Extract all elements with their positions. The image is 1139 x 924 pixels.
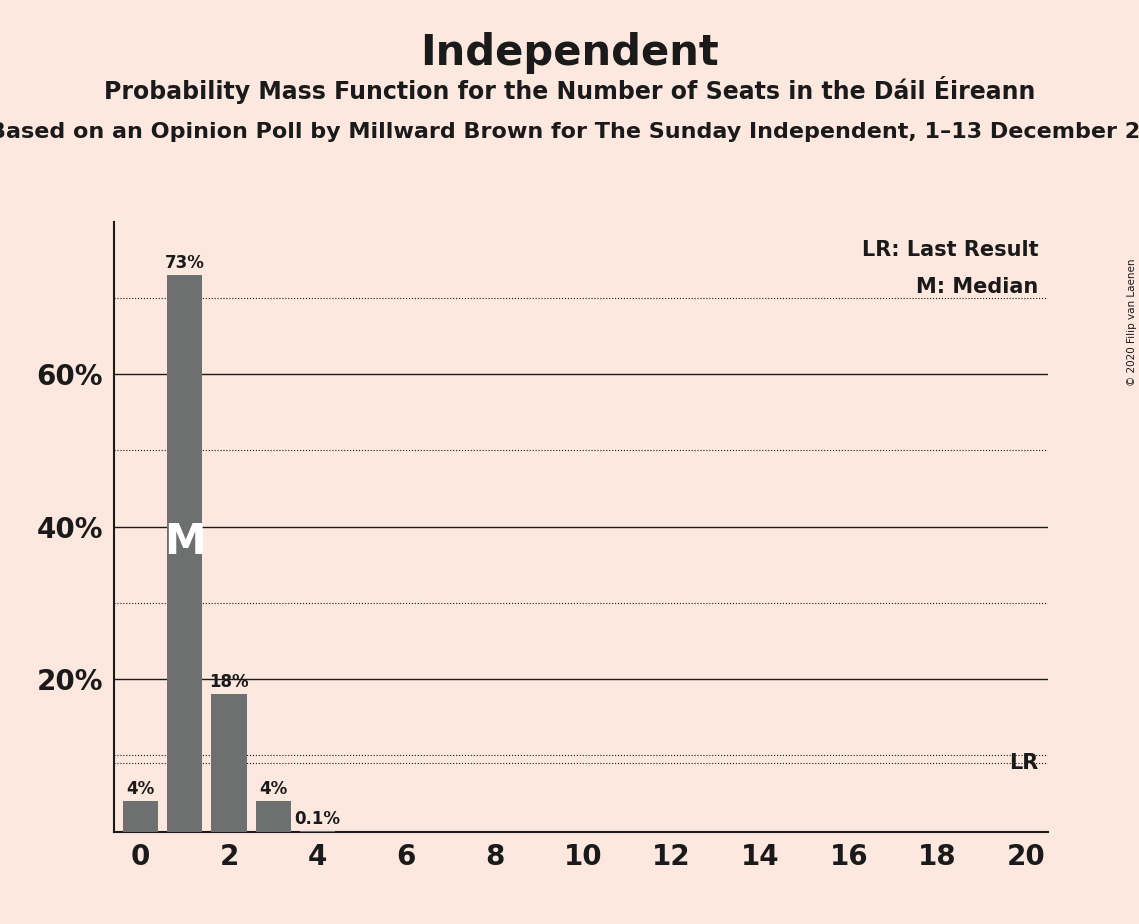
Text: 73%: 73% [165, 254, 205, 272]
Text: 4%: 4% [260, 780, 287, 798]
Text: © 2020 Filip van Laenen: © 2020 Filip van Laenen [1126, 259, 1137, 386]
Text: LR: Last Result: LR: Last Result [862, 240, 1039, 260]
Text: 18%: 18% [210, 674, 248, 691]
Text: Probability Mass Function for the Number of Seats in the Dáil Éireann: Probability Mass Function for the Number… [104, 76, 1035, 103]
Text: 4%: 4% [126, 780, 155, 798]
Text: M: M [164, 521, 205, 564]
Text: Independent: Independent [420, 32, 719, 74]
Bar [167, 275, 203, 832]
Text: 0.1%: 0.1% [295, 809, 341, 828]
Bar [211, 695, 247, 832]
Bar [123, 801, 158, 832]
Text: M: Median: M: Median [916, 276, 1039, 297]
Text: Based on an Opinion Poll by Millward Brown for The Sunday Independent, 1–13 Dece: Based on an Opinion Poll by Millward Bro… [0, 122, 1139, 142]
Text: LR: LR [1009, 753, 1039, 773]
Bar [255, 801, 290, 832]
